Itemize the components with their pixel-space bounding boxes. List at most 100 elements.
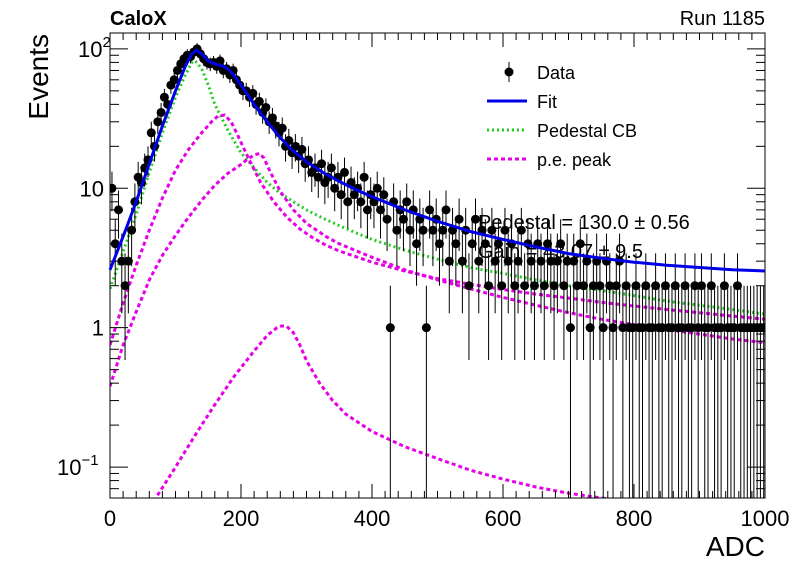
fit-curve xyxy=(108,48,766,273)
data-marker xyxy=(120,281,130,291)
data-point xyxy=(421,285,431,498)
curves-layer xyxy=(110,59,765,498)
data-marker xyxy=(520,281,530,291)
data-marker xyxy=(503,256,513,266)
data-point xyxy=(647,285,657,498)
data-marker xyxy=(248,88,258,98)
data-marker xyxy=(716,323,726,333)
data-marker xyxy=(297,144,307,154)
data-marker xyxy=(611,281,621,291)
data-point xyxy=(454,198,464,251)
data-point xyxy=(716,285,726,498)
data-marker xyxy=(441,205,451,215)
data-point xyxy=(605,253,615,361)
data-marker xyxy=(559,281,569,291)
data-marker xyxy=(484,281,494,291)
data-marker xyxy=(474,256,484,266)
data-point xyxy=(317,149,327,182)
data-point xyxy=(677,285,687,498)
data-point xyxy=(575,219,585,286)
data-point xyxy=(618,285,628,498)
data-point xyxy=(261,98,271,119)
legend-entry: Fit xyxy=(487,92,557,112)
data-marker xyxy=(356,197,366,207)
data-marker xyxy=(110,183,117,193)
data-point xyxy=(497,253,507,361)
data-point xyxy=(680,253,690,361)
data-point xyxy=(451,219,461,286)
data-point xyxy=(484,253,494,361)
data-points-layer xyxy=(110,43,765,498)
data-point xyxy=(117,233,127,314)
data-marker xyxy=(719,281,729,291)
data-point xyxy=(438,207,448,267)
data-marker xyxy=(556,239,566,249)
data-marker xyxy=(706,281,716,291)
data-point xyxy=(493,219,503,286)
data-marker xyxy=(159,92,169,102)
data-point xyxy=(651,253,661,361)
data-marker xyxy=(608,323,618,333)
data-marker xyxy=(595,281,605,291)
data-point xyxy=(339,157,349,193)
data-point xyxy=(156,102,166,124)
x-tick-label: 0 xyxy=(104,506,116,531)
data-marker xyxy=(382,214,392,224)
y-tick-label: 102 xyxy=(78,34,111,62)
data-marker xyxy=(428,225,438,235)
data-marker xyxy=(638,323,648,333)
data-marker xyxy=(123,256,133,266)
data-marker xyxy=(631,281,641,291)
data-marker xyxy=(562,256,572,266)
x-tick-label: 200 xyxy=(223,506,260,531)
data-marker xyxy=(457,256,467,266)
data-marker xyxy=(114,205,124,215)
data-marker xyxy=(110,239,120,249)
data-marker xyxy=(339,167,349,177)
data-marker xyxy=(254,96,264,106)
data-marker xyxy=(536,256,546,266)
data-marker xyxy=(618,323,628,333)
data-marker xyxy=(464,281,474,291)
data-point xyxy=(444,233,454,314)
data-marker xyxy=(451,239,461,249)
data-point xyxy=(379,177,389,220)
legend-entry: Pedestal CB xyxy=(487,121,637,141)
data-marker xyxy=(434,239,444,249)
data-point xyxy=(513,233,523,314)
y-tick-label: 10−1 xyxy=(57,452,99,480)
data-marker xyxy=(359,172,369,182)
x-axis-label: ADC xyxy=(706,531,765,562)
data-point xyxy=(516,207,526,267)
data-point xyxy=(326,153,336,187)
data-marker xyxy=(526,256,536,266)
data-point xyxy=(608,285,618,498)
data-marker xyxy=(667,323,677,333)
data-point xyxy=(559,253,569,361)
data-point xyxy=(595,253,605,361)
data-marker xyxy=(412,239,422,249)
data-point xyxy=(562,233,572,314)
data-marker xyxy=(628,323,638,333)
data-marker xyxy=(153,117,163,127)
data-marker xyxy=(146,128,156,138)
data-point xyxy=(690,253,700,361)
data-marker xyxy=(261,102,271,112)
data-point xyxy=(621,253,631,361)
data-point xyxy=(500,207,510,267)
data-marker xyxy=(454,214,464,224)
legend-marker xyxy=(504,67,514,77)
data-marker xyxy=(379,190,389,200)
data-point xyxy=(706,253,716,361)
data-point xyxy=(146,121,156,147)
data-marker xyxy=(480,239,490,249)
pe-peak-curve-2 xyxy=(110,151,765,387)
data-point xyxy=(529,253,539,361)
data-point xyxy=(123,233,133,314)
y-tick-label: 10 xyxy=(80,176,104,201)
data-marker xyxy=(565,323,575,333)
data-point xyxy=(336,177,346,220)
data-marker xyxy=(343,197,353,207)
data-marker xyxy=(703,323,713,333)
data-marker xyxy=(500,225,510,235)
